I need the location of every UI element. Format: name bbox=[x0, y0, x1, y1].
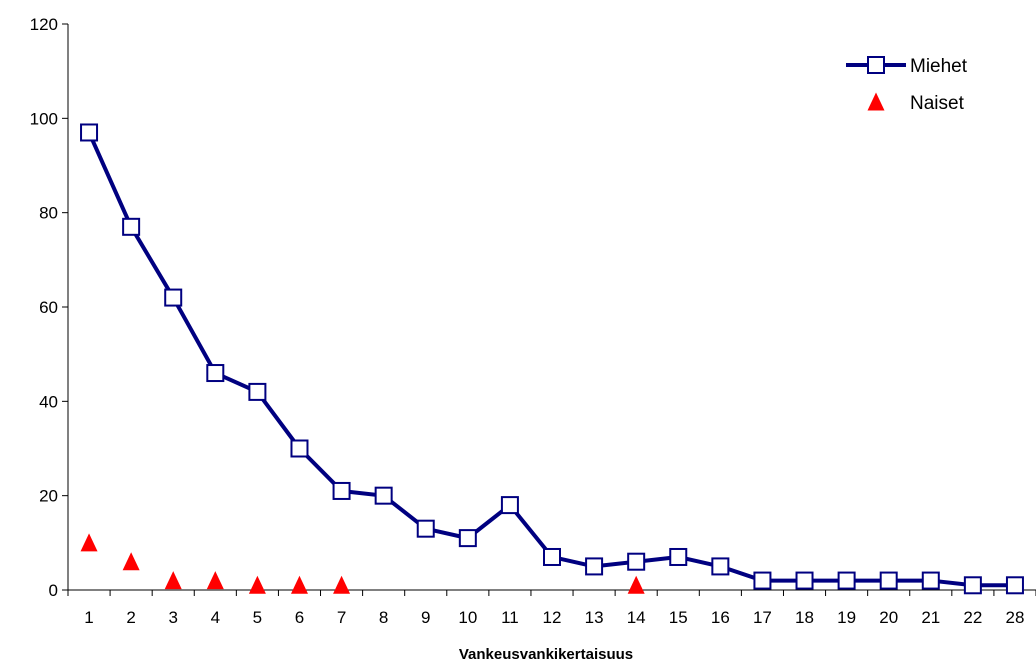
data-point-square bbox=[332, 481, 351, 500]
x-tick-label: 20 bbox=[879, 608, 898, 627]
x-tick-label: 7 bbox=[337, 608, 346, 627]
data-point-triangle bbox=[206, 571, 224, 590]
x-tick-label: 14 bbox=[627, 608, 646, 627]
data-point-square bbox=[753, 571, 772, 590]
x-tick-label: 21 bbox=[921, 608, 940, 627]
x-tick-label: 6 bbox=[295, 608, 304, 627]
data-point-square bbox=[1005, 576, 1024, 595]
x-axis-ticks: 1 2 3 4 5 6 7 8 9 10 11 12 13 14 15 16 17 18 19 20 21 22 28 bbox=[67, 590, 1036, 627]
legend-label-miehet: Miehet bbox=[910, 56, 968, 77]
data-point-triangle bbox=[80, 533, 98, 552]
y-tick-label: 80 bbox=[39, 204, 58, 223]
series-naiset bbox=[80, 533, 645, 594]
data-point-square bbox=[416, 519, 435, 538]
data-point-square bbox=[585, 557, 604, 576]
data-point-square bbox=[80, 123, 99, 142]
legend-label-naiset: Naiset bbox=[910, 93, 965, 114]
data-point-square bbox=[164, 288, 183, 307]
data-point-square bbox=[837, 571, 856, 590]
y-axis-ticks: 0 20 40 60 80 100 120 bbox=[30, 15, 68, 600]
y-tick-label: 20 bbox=[39, 487, 58, 506]
x-tick-label: 16 bbox=[711, 608, 730, 627]
series-line bbox=[87, 131, 1015, 588]
data-point-square bbox=[963, 576, 982, 595]
axes bbox=[67, 24, 1036, 591]
y-tick-label: 120 bbox=[30, 15, 58, 34]
legend-marker-naiset bbox=[867, 92, 885, 111]
series-layer bbox=[80, 123, 1024, 595]
data-point-triangle bbox=[290, 575, 308, 594]
x-tick-label: 8 bbox=[379, 608, 388, 627]
x-tick-label: 3 bbox=[168, 608, 177, 627]
x-tick-label: 1 bbox=[84, 608, 93, 627]
y-tick-label: 0 bbox=[49, 581, 58, 600]
legend-marker-miehet bbox=[867, 56, 885, 74]
data-point-square bbox=[206, 364, 225, 383]
data-point-square bbox=[795, 571, 814, 590]
x-tick-label: 28 bbox=[1005, 608, 1024, 627]
x-tick-label: 9 bbox=[421, 608, 430, 627]
x-axis-title: Vankeusvankikertaisuus bbox=[459, 646, 633, 663]
y-tick-label: 100 bbox=[30, 109, 58, 128]
x-tick-label: 13 bbox=[585, 608, 604, 627]
data-point-triangle bbox=[164, 571, 182, 590]
y-tick-label: 40 bbox=[39, 392, 58, 411]
y-tick-label: 60 bbox=[39, 298, 58, 317]
data-point-square bbox=[543, 547, 561, 566]
data-point-square bbox=[290, 439, 309, 458]
x-tick-label: 2 bbox=[126, 608, 135, 627]
data-point-square bbox=[122, 217, 141, 236]
x-tick-label: 10 bbox=[458, 608, 477, 627]
data-point-triangle bbox=[122, 552, 140, 571]
x-tick-label: 4 bbox=[211, 608, 220, 627]
x-tick-label: 15 bbox=[669, 608, 688, 627]
data-point-square bbox=[500, 496, 519, 515]
x-tick-label: 19 bbox=[837, 608, 856, 627]
data-point-triangle bbox=[248, 575, 266, 594]
x-tick-label: 11 bbox=[501, 608, 519, 627]
data-point-square bbox=[879, 571, 898, 590]
data-point-triangle bbox=[333, 575, 351, 594]
data-point-square bbox=[248, 382, 267, 401]
series-miehet bbox=[80, 123, 1024, 595]
x-tick-label: 22 bbox=[963, 608, 982, 627]
x-tick-label: 5 bbox=[253, 608, 262, 627]
x-tick-label: 17 bbox=[753, 608, 772, 627]
data-point-square bbox=[669, 547, 688, 566]
legend: Miehet Naiset bbox=[846, 56, 968, 114]
x-tick-label: 18 bbox=[795, 608, 814, 627]
data-point-square bbox=[921, 571, 940, 590]
data-point-triangle bbox=[627, 575, 645, 594]
data-point-square bbox=[711, 557, 730, 576]
data-point-square bbox=[627, 552, 646, 571]
x-tick-label: 12 bbox=[543, 608, 562, 627]
data-point-square bbox=[458, 529, 477, 548]
data-point-square bbox=[374, 486, 393, 505]
